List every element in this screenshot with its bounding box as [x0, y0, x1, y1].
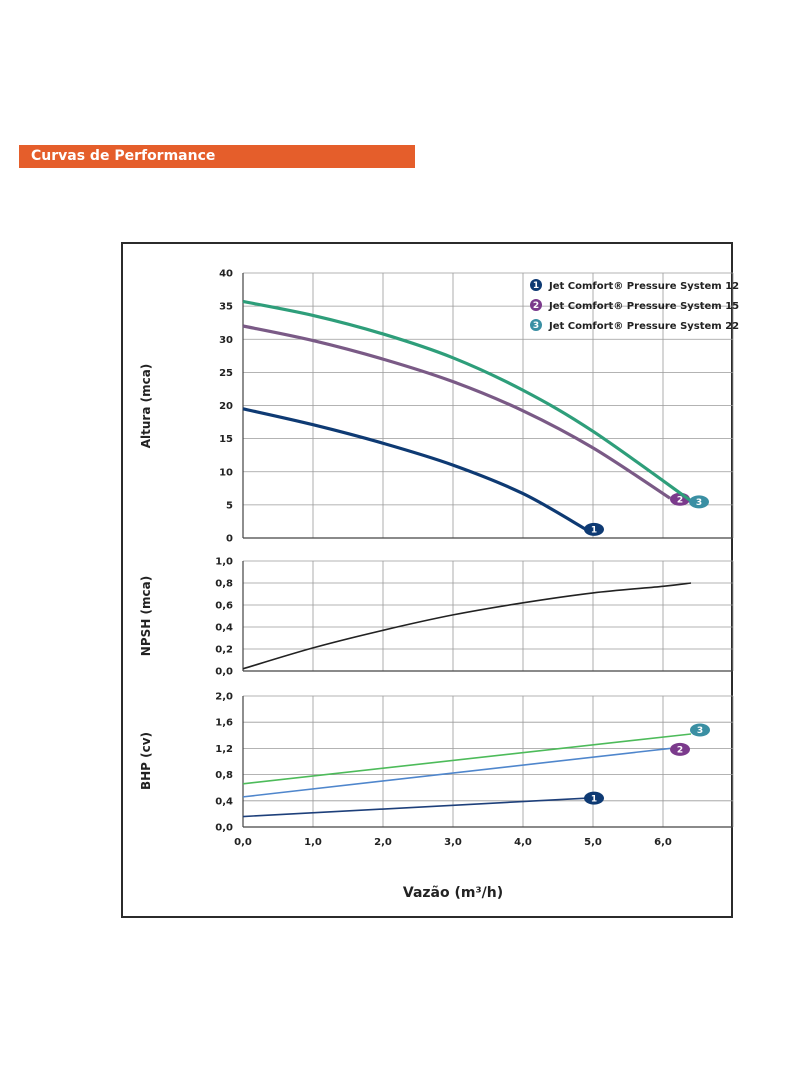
legend-marker-number: 1 — [533, 281, 539, 291]
chart-frame — [121, 242, 733, 918]
series-end-marker — [690, 723, 710, 737]
y-tick-label: 1,2 — [215, 744, 233, 755]
y-tick-label: 5 — [226, 500, 233, 511]
x-tick-label: 6,0 — [654, 837, 672, 848]
y-tick-label: 0,6 — [215, 601, 233, 612]
y-tick-label: 25 — [219, 368, 233, 379]
y-tick-label: 10 — [219, 467, 233, 478]
x-tick-label: 1,0 — [304, 837, 322, 848]
y-tick-label: 1,6 — [215, 718, 233, 729]
series-end-marker-label: 2 — [677, 495, 683, 505]
series-end-marker — [584, 522, 604, 536]
y-tick-label: 35 — [219, 302, 233, 313]
y-tick-label: 1,0 — [215, 557, 233, 568]
x-tick-label: 4,0 — [514, 837, 532, 848]
section-title: Curvas de Performance — [31, 148, 216, 164]
series-end-marker-label: 1 — [591, 794, 597, 804]
x-tick-label: 2,0 — [374, 837, 392, 848]
y-tick-label: 0,4 — [215, 796, 233, 807]
x-axis-label: Vazão (m³/h) — [403, 885, 503, 901]
legend-label: Jet Comfort® Pressure System 22 — [548, 321, 739, 332]
series-end-marker-label: 2 — [677, 746, 683, 756]
series-end-marker — [689, 495, 709, 509]
section-banner: Curvas de Performance — [19, 145, 415, 168]
x-tick-label: 0,0 — [234, 837, 252, 848]
y-tick-label: 0,8 — [215, 770, 233, 781]
series-end-marker — [584, 791, 604, 805]
y-tick-label: 2,0 — [215, 692, 233, 703]
legend-marker-number: 2 — [533, 301, 539, 311]
legend-marker — [530, 319, 542, 331]
series-end-marker-label: 3 — [697, 726, 703, 736]
y-tick-label: 20 — [219, 401, 233, 412]
y-tick-label: 0,0 — [215, 823, 233, 834]
series-line — [242, 797, 587, 818]
x-tick-label: 3,0 — [444, 837, 462, 848]
legend-marker-number: 3 — [533, 321, 539, 331]
y-tick-label: 30 — [219, 335, 233, 346]
series-line — [242, 324, 671, 500]
series-line — [242, 747, 671, 798]
y-axis-label: Altura (mca) — [139, 364, 153, 449]
y-tick-label: 0 — [226, 534, 233, 545]
series-line — [242, 407, 587, 531]
x-tick-label: 5,0 — [584, 837, 602, 848]
y-tick-label: 15 — [219, 434, 233, 445]
legend-label: Jet Comfort® Pressure System 12 — [548, 281, 739, 292]
series-line — [242, 733, 692, 785]
y-tick-label: 0,8 — [215, 579, 233, 590]
y-tick-label: 40 — [219, 269, 233, 280]
legend-label: Jet Comfort® Pressure System 15 — [548, 301, 739, 312]
y-tick-label: 0,0 — [215, 667, 233, 678]
series-line — [242, 582, 692, 670]
y-tick-label: 0,2 — [215, 645, 233, 656]
legend-marker — [530, 299, 542, 311]
series-end-marker-label: 1 — [591, 526, 597, 536]
legend-marker — [530, 279, 542, 291]
series-end-marker-label: 3 — [696, 498, 702, 508]
y-axis-label: NPSH (mca) — [139, 576, 153, 656]
y-tick-label: 0,4 — [215, 623, 233, 634]
series-line — [242, 299, 692, 503]
series-end-marker — [670, 742, 690, 756]
y-axis-label: BHP (cv) — [139, 732, 153, 790]
